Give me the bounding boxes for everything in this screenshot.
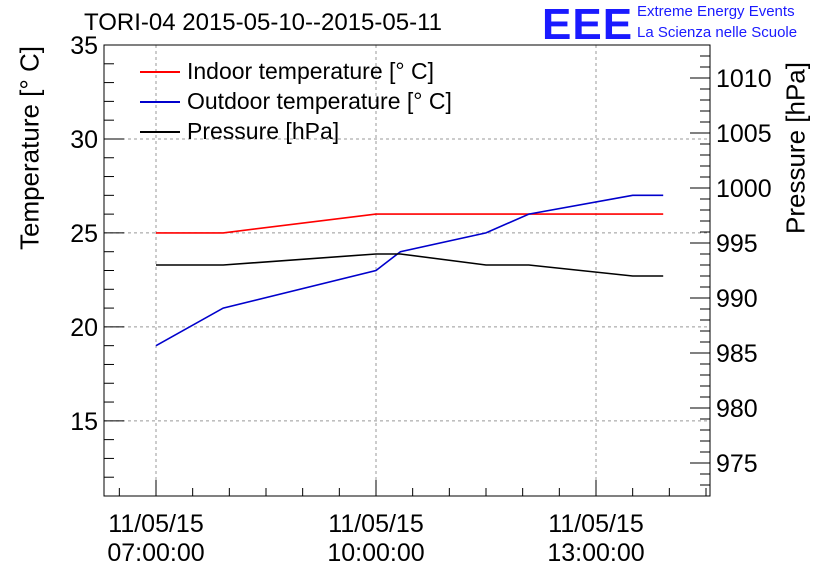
- series-line-1: [155, 194, 664, 347]
- right-tick-label: 990: [716, 285, 758, 313]
- right-tick-label: 975: [716, 450, 758, 478]
- legend-label-pressure: Pressure [hPa]: [187, 118, 340, 144]
- right-tick-label: 1010: [716, 65, 772, 93]
- legend-swatch-indoor: [140, 71, 180, 73]
- axis-ticks: 15 20 25 30 35 975 980 985 990 995 1000 1005 1010 11/…: [70, 32, 771, 567]
- y-axis-label-right: Pressure [hPa]: [780, 62, 811, 234]
- x-tick-label-time: 13:00:00: [547, 539, 644, 567]
- series-line-0: [156, 213, 664, 234]
- x-tick-label-time: 10:00:00: [327, 539, 424, 567]
- series-lines: [155, 194, 664, 347]
- x-tick-label-date: 11/05/15: [328, 510, 423, 538]
- right-tick-label: 1005: [716, 120, 772, 148]
- legend-label-indoor: Indoor temperature [° C]: [187, 58, 434, 84]
- y-axis-label-left: Temperature [° C]: [14, 45, 45, 251]
- right-tick-label: 995: [716, 230, 758, 258]
- eee-logo: EEE: [542, 0, 634, 49]
- logo-subtitle-2: La Scienza nelle Scuole: [637, 24, 798, 41]
- legend-swatch-pressure: [140, 131, 180, 133]
- legend-label-outdoor: Outdoor temperature [° C]: [187, 88, 452, 114]
- legend-swatch-outdoor: [140, 101, 180, 103]
- left-tick-label: 20: [70, 314, 98, 342]
- left-tick-label: 35: [70, 32, 98, 60]
- x-tick-label-date: 11/05/15: [108, 510, 203, 538]
- right-tick-label: 1000: [716, 175, 772, 203]
- left-tick-label: 30: [70, 126, 98, 154]
- left-tick-label: 15: [70, 408, 98, 436]
- x-tick-label-date: 11/05/15: [548, 510, 643, 538]
- right-tick-label: 985: [716, 340, 758, 368]
- series-line-2: [156, 253, 664, 277]
- logo-subtitle-1: Extreme Energy Events: [637, 3, 795, 20]
- chart-title: TORI-04 2015-05-10--2015-05-11: [84, 9, 442, 36]
- x-tick-label-time: 07:00:00: [107, 539, 204, 567]
- left-tick-label: 25: [70, 220, 98, 248]
- right-tick-label: 980: [716, 395, 758, 423]
